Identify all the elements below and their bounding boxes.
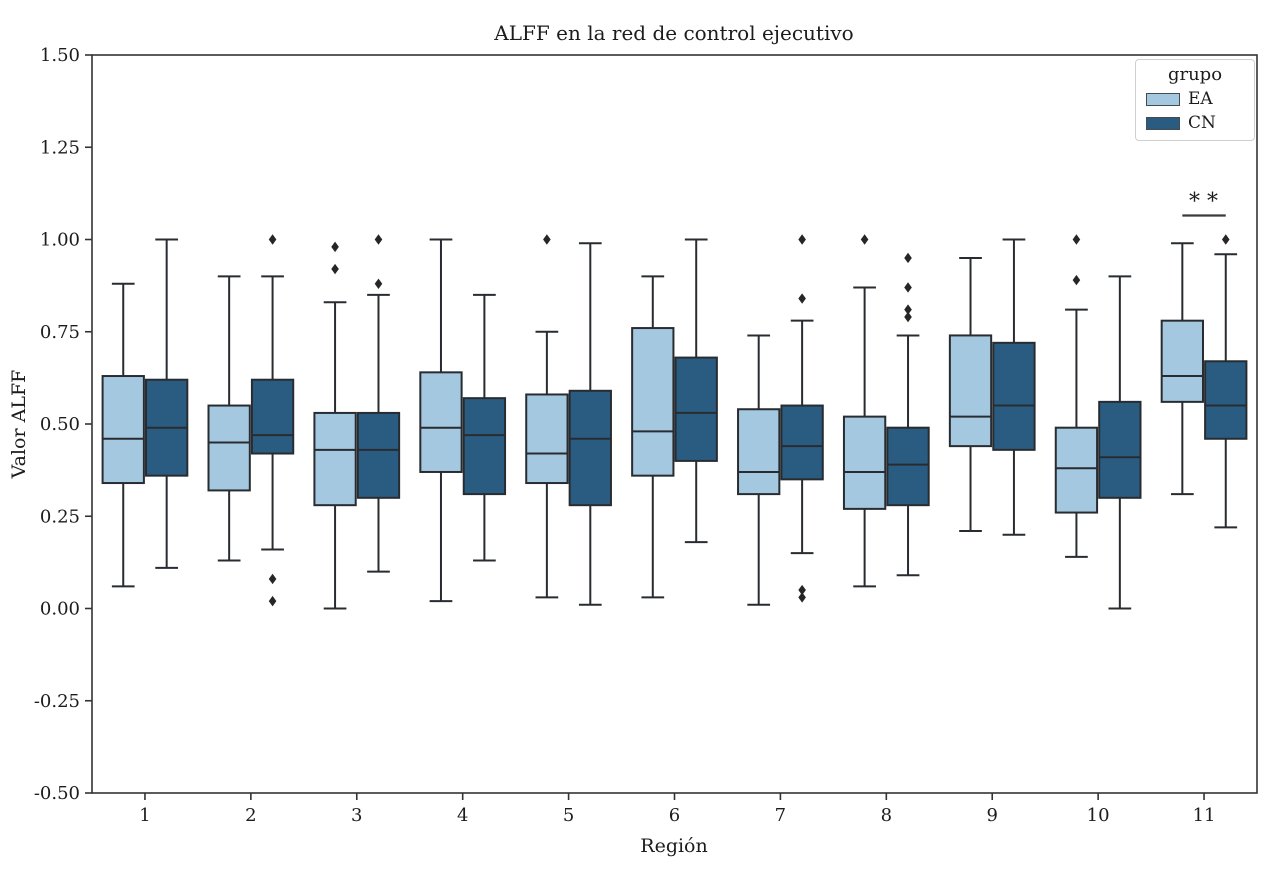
box-EA-region-7 <box>737 334 781 606</box>
x-axis-label: Región <box>640 835 707 857</box>
y-tick-label: 1.25 <box>40 137 80 158</box>
box-CN-region-8 <box>886 252 930 577</box>
y-tick-label: 0.75 <box>40 322 80 343</box>
boxes-layer <box>101 234 1248 610</box>
iqr-box <box>250 378 295 455</box>
box-EA-region-10 <box>1054 234 1099 558</box>
y-tick-label: 1.50 <box>40 45 80 66</box>
outlier-diamond <box>268 595 277 607</box>
box-EA-region-1 <box>101 282 145 588</box>
outlier-diamond <box>798 592 806 603</box>
legend-title: grupo <box>1167 64 1223 85</box>
x-tick-label: 2 <box>245 805 256 826</box>
x-tick-label: 7 <box>775 805 786 826</box>
iqr-box <box>356 411 401 499</box>
significance-annotation: ** <box>1182 190 1226 217</box>
legend: grupo EA CN <box>1135 59 1255 141</box>
iqr-box <box>525 393 569 485</box>
outlier-diamond <box>904 252 912 264</box>
iqr-box <box>886 426 930 507</box>
outlier-diamond <box>374 234 383 245</box>
legend-label-ea: EA <box>1188 89 1213 109</box>
outlier-diamond <box>331 263 339 275</box>
box-EA-region-4 <box>419 238 463 603</box>
outlier-diamond <box>1072 274 1081 286</box>
legend-entry-cn: CN <box>1144 113 1246 133</box>
box-EA-region-3 <box>313 241 357 610</box>
box-CN-region-4 <box>462 293 507 562</box>
x-tick-label: 4 <box>457 805 468 826</box>
box-EA-region-8 <box>842 234 887 588</box>
x-tick-label: 3 <box>351 805 362 826</box>
outlier-diamond <box>904 304 912 315</box>
y-tick-label: -0.50 <box>34 783 80 804</box>
iqr-box <box>737 408 781 496</box>
outlier-diamond <box>1072 234 1081 245</box>
legend-entry-ea: EA <box>1144 89 1246 109</box>
box-EA-region-11 <box>1160 242 1204 496</box>
iqr-box <box>207 404 251 492</box>
y-tick-label: -0.25 <box>34 691 80 712</box>
iqr-box <box>462 397 507 496</box>
y-tick-label: 1.00 <box>40 230 80 251</box>
outlier-diamond <box>798 234 806 245</box>
outlier-diamond <box>904 311 912 323</box>
outlier-diamond <box>904 282 912 293</box>
outlier-diamond <box>268 573 277 585</box>
y-tick-label: 0.50 <box>40 414 80 435</box>
iqr-box <box>631 327 675 477</box>
y-tick-label: 0.25 <box>40 506 80 527</box>
outlier-diamond <box>268 234 277 245</box>
iqr-box <box>780 404 824 481</box>
outlier-diamond <box>331 241 339 253</box>
iqr-box <box>568 389 612 507</box>
outlier-diamond <box>374 278 383 289</box>
x-tick-label: 11 <box>1193 805 1216 826</box>
legend-swatch-ea-icon <box>1146 92 1180 106</box>
x-tick-label: 9 <box>987 805 998 826</box>
iqr-box <box>419 371 463 473</box>
chart-title: ALFF en la red de control ejecutivo <box>493 21 853 45</box>
iqr-box <box>1098 400 1142 499</box>
box-CN-region-7 <box>780 234 824 603</box>
y-tick-label: 0.00 <box>40 599 80 620</box>
box-CN-region-3 <box>356 234 401 573</box>
iqr-box <box>313 411 357 507</box>
iqr-box <box>992 341 1036 451</box>
iqr-box <box>1204 360 1248 440</box>
outlier-diamond <box>1221 234 1230 245</box>
significance-stars: ** <box>1189 190 1225 215</box>
outlier-diamond <box>798 293 806 304</box>
iqr-box <box>674 356 718 462</box>
box-EA-region-5 <box>525 234 569 599</box>
x-tick-label: 10 <box>1087 805 1110 826</box>
iqr-box <box>1054 426 1099 514</box>
iqr-box <box>101 375 145 485</box>
outlier-diamond <box>798 584 806 596</box>
box-EA-region-2 <box>207 275 251 562</box>
box-CN-region-6 <box>674 238 718 544</box>
box-CN-region-9 <box>992 238 1036 536</box>
x-tick-label: 8 <box>881 805 892 826</box>
x-tick-label: 6 <box>669 805 680 826</box>
box-CN-region-1 <box>145 238 189 569</box>
box-CN-region-11 <box>1204 234 1248 529</box>
box-EA-region-9 <box>948 256 993 533</box>
x-tick-label: 1 <box>139 805 150 826</box>
box-EA-region-6 <box>631 275 675 599</box>
iqr-box <box>1160 319 1204 403</box>
outlier-diamond <box>543 234 551 245</box>
outlier-diamond <box>860 234 869 245</box>
box-CN-region-2 <box>250 234 295 607</box>
iqr-box <box>842 415 887 510</box>
legend-swatch-cn-icon <box>1146 116 1180 130</box>
legend-label-cn: CN <box>1188 113 1216 133</box>
box-CN-region-5 <box>568 242 612 606</box>
y-axis-label: Valor ALFF <box>8 370 30 480</box>
box-CN-region-10 <box>1098 275 1142 610</box>
x-tick-label: 5 <box>563 805 574 826</box>
iqr-box <box>948 334 993 448</box>
